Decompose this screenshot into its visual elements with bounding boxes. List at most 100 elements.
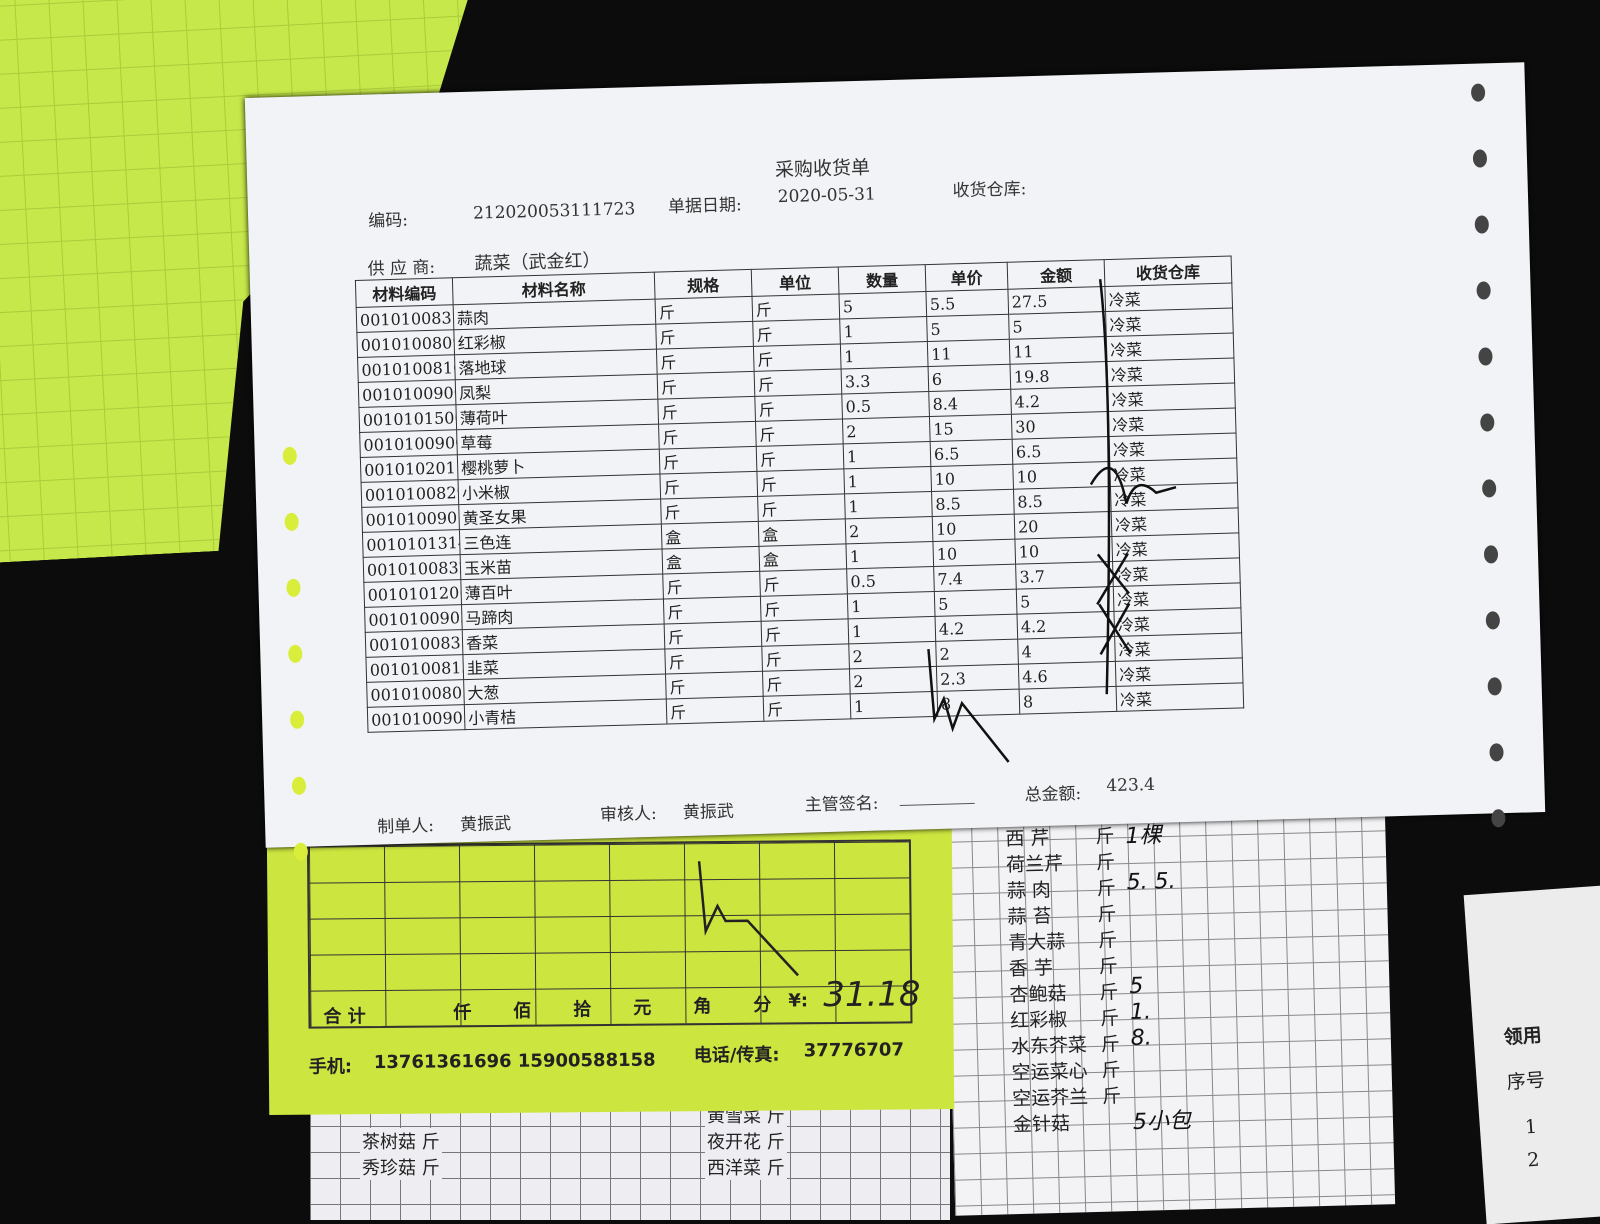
cell: 斤: [656, 346, 755, 375]
item-unit: 斤: [1101, 1059, 1121, 1082]
side-row: 2: [1526, 1148, 1541, 1172]
cell: 斤: [655, 321, 754, 350]
bottom-item: 秀珍菇 斤: [360, 1154, 442, 1180]
cell: 3.3: [841, 366, 929, 394]
item-unit: 斤: [1098, 955, 1119, 978]
cell: 2: [845, 516, 933, 544]
cell: 盒: [758, 543, 847, 572]
maker-label: 制单人:: [376, 816, 435, 838]
column-header: 单价: [925, 262, 1008, 292]
bottom-item: 西洋菜 斤: [705, 1154, 787, 1180]
cell: 斤: [752, 294, 840, 322]
cell: 0010100903: [364, 604, 463, 633]
item-name: 蒜 苔: [1007, 905, 1052, 929]
slip-phones: 13761361696 15900588158: [373, 1049, 656, 1074]
item-name: 金针菇: [1012, 1112, 1071, 1137]
item-unit: 斤: [1097, 903, 1117, 926]
cell: 斤: [756, 443, 844, 472]
slip-unit: 分: [753, 994, 772, 1016]
feed-hole: [1491, 809, 1506, 828]
cell: 5: [926, 314, 1010, 342]
total: 423.4: [1106, 774, 1156, 797]
cell: 0010101500: [358, 404, 457, 433]
slip-amount: 31.18: [823, 974, 921, 1016]
cell: 1: [839, 316, 928, 344]
feed-hole: [1474, 215, 1490, 234]
cell: 斤: [662, 571, 761, 600]
item-unit: 斤: [1095, 851, 1116, 874]
cell: 6.5: [930, 439, 1013, 467]
cell: 8.4: [928, 389, 1012, 417]
column-header: 材料编码: [355, 277, 454, 308]
item-unit: 斤: [1099, 981, 1119, 1004]
item-qty: 5小包: [1132, 1108, 1192, 1136]
cell: 斤: [659, 471, 758, 500]
cell: 斤: [759, 568, 848, 597]
bottom-item: 夜开花 斤: [705, 1128, 787, 1154]
cell: 盒: [661, 521, 759, 550]
cell: 0010102011: [360, 454, 459, 483]
item-name: 水东芥菜: [1010, 1034, 1088, 1059]
signature-line: [899, 802, 975, 807]
cell: 0.5: [841, 391, 930, 419]
cell: 斤: [752, 318, 841, 347]
item-unit: 斤: [1101, 1085, 1122, 1108]
cell: 1: [843, 466, 932, 494]
item-unit: 斤: [1095, 825, 1115, 848]
item-qty: 5: [1129, 973, 1144, 1000]
slip-unit: 仟: [453, 1002, 472, 1024]
cell: 斤: [659, 446, 757, 475]
cell: 0010100809: [356, 329, 455, 358]
slip-unit: 角: [693, 996, 712, 1018]
date-label: 单据日期:: [667, 195, 742, 218]
handwriting: [927, 649, 1010, 763]
cell: 1: [847, 591, 936, 619]
cell: 1: [845, 541, 934, 569]
cell: 0010100900: [359, 429, 458, 458]
item-qty: 5. 5.: [1126, 868, 1176, 896]
cell: 0010100905: [367, 704, 465, 733]
bottom-item: 茶树菇 斤: [360, 1128, 442, 1154]
cell: 0010100901: [361, 504, 460, 533]
feed-hole: [1481, 479, 1497, 498]
warehouse-label: 收货仓库:: [952, 179, 1027, 202]
cell: 0010100832: [363, 554, 461, 583]
column-header: 规格: [654, 269, 753, 300]
supervisor-label: 主管签名:: [804, 793, 879, 816]
feed-hole: [1476, 281, 1491, 300]
feed-hole: [1470, 83, 1486, 102]
cell: 5: [934, 589, 1017, 617]
cell: 0010100803: [366, 679, 465, 708]
column-header: 单位: [751, 267, 839, 297]
code-label: 编码:: [367, 210, 409, 232]
item-unit: 斤: [1096, 877, 1117, 900]
cell: 8.5: [931, 489, 1015, 517]
cell: 5: [838, 291, 927, 319]
cell: 0010100835: [365, 629, 463, 658]
feed-hole: [291, 776, 307, 795]
cell: 0010101200: [363, 579, 462, 608]
cell: 0010101314: [362, 529, 461, 558]
supplier: 蔬菜（武金红）: [474, 250, 601, 275]
cell: 斤: [664, 646, 763, 674]
item-name: 空运菜心: [1011, 1060, 1088, 1085]
receipt-title: 采购收货单: [774, 156, 871, 182]
feed-hole: [1472, 149, 1488, 168]
item-name: 杏鲍菇: [1009, 982, 1067, 1007]
cell: 6: [928, 364, 1011, 392]
cell: 斤: [761, 643, 850, 672]
feed-hole: [284, 512, 299, 532]
item-unit: 斤: [1097, 929, 1118, 952]
cell: 0.5: [846, 566, 935, 594]
maker: 黄振武: [459, 813, 512, 836]
item-name: 蒜 肉: [1006, 879, 1052, 903]
cell: 7.4: [933, 564, 1017, 592]
feed-hole: [289, 710, 305, 729]
slip-tel-label: 电话/传真:: [693, 1044, 780, 1067]
cell: 斤: [657, 371, 755, 400]
slip-unit: 元: [633, 997, 652, 1019]
cell: 10: [932, 514, 1015, 542]
purchase-receipt: 采购收货单 编码: 212020053111723 单据日期: 2020-05-…: [244, 62, 1546, 861]
slip-grid: [306, 839, 913, 1029]
cell: 盒: [662, 546, 760, 575]
